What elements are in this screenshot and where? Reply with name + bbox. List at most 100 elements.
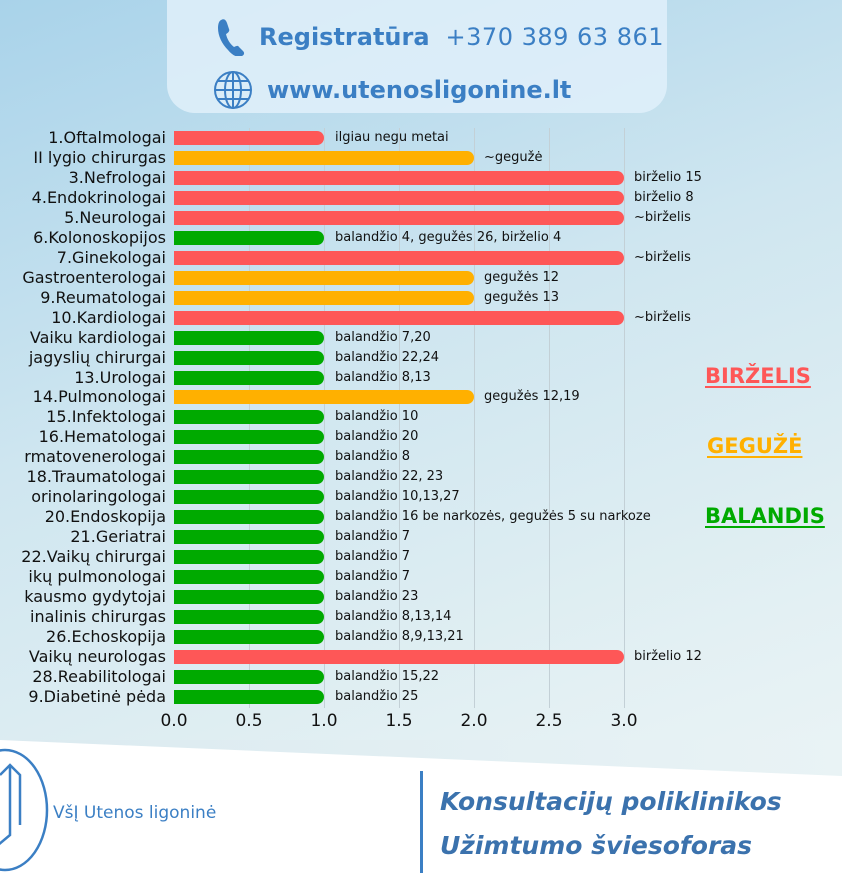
bar-annotation: ~birželis: [634, 249, 691, 265]
bar-annotation: ilgiau negu metai: [335, 130, 449, 145]
bar-annotation: balandžio 10: [335, 409, 419, 425]
category-label: 1.Oftalmologai: [48, 128, 166, 147]
category-label: jagyslių chirurgai: [28, 347, 166, 367]
x-tick-label: 0.0: [160, 711, 188, 731]
bar-annotation: balandžio 8: [335, 449, 411, 465]
gridline: [399, 128, 400, 708]
x-tick-label: 2.5: [535, 711, 563, 731]
gridline: [324, 128, 325, 708]
category-label: Vaiku kardiologai: [29, 327, 166, 347]
bar-annotation: balandžio 4, gegužės 26, birželio 4: [335, 229, 562, 245]
bar-annotation: balandžio 7,20: [335, 329, 431, 345]
category-label: 4.Endokrinologai: [31, 187, 166, 207]
bar: [174, 649, 624, 664]
bar-annotation: birželio 8: [634, 189, 694, 205]
category-label: 28.Reabilitologai: [32, 666, 166, 686]
bar: [174, 610, 324, 625]
category-label: orinolaringologai: [31, 487, 166, 507]
bar-annotation: balandžio 8,13: [335, 369, 431, 385]
bar: [174, 510, 324, 525]
category-label: 9.Reumatologai: [40, 287, 166, 307]
footer-title-line2: Užimtumo šviesoforas: [440, 831, 753, 860]
bar: [174, 310, 624, 325]
bar-annotation: ~birželis: [634, 309, 691, 325]
bar-annotation: balandžio 8,13,14: [335, 609, 452, 625]
category-label: 20.Endoskopija: [44, 507, 166, 527]
category-label: 15.Infektologai: [46, 407, 166, 427]
gridline: [474, 128, 475, 708]
bar-annotation: gegužės 13: [484, 289, 560, 305]
x-tick-label: 2.0: [460, 711, 488, 731]
category-label: 6.Kolonoskopijos: [33, 227, 166, 247]
bar-annotation: ~gegužė: [484, 149, 543, 165]
gridline: [549, 128, 550, 708]
category-label: rmatovenerologai: [24, 447, 166, 467]
bar: [174, 669, 324, 684]
bar-annotation: balandžio 22, 23: [335, 469, 444, 485]
category-label: 18.Traumatologai: [26, 467, 166, 487]
x-tick-label: 1.5: [385, 711, 413, 731]
bar: [174, 570, 324, 585]
category-label: Gastroenterologai: [22, 267, 166, 287]
bar-annotation: gegužės 12: [484, 269, 560, 285]
category-label: 7.Ginekologai: [56, 247, 166, 267]
registry-phone: Registratūra +370 389 63 861: [215, 18, 664, 56]
category-label: 21.Geriatrai: [70, 527, 166, 547]
category-label: 10.Kardiologai: [51, 307, 166, 327]
bar: [174, 430, 324, 445]
bar-annotation: balandžio 15,22: [335, 668, 440, 684]
bar-annotation: balandžio 8,9,13,21: [335, 629, 464, 644]
category-label: 14.Pulmonologai: [32, 387, 166, 407]
category-label: 5.Neurologai: [64, 207, 166, 227]
website-row: www.utenosligonine.lt: [213, 70, 571, 110]
category-label: 16.Hematologai: [38, 427, 166, 447]
bar: [174, 390, 474, 405]
hospital-logo-icon: [0, 748, 49, 872]
bar-annotation: balandžio 7: [335, 549, 411, 565]
x-tick-label: 1.0: [310, 711, 338, 731]
bar-annotation: balandžio 7: [335, 569, 411, 585]
category-label: 26.Echoskopija: [46, 627, 166, 646]
bar: [174, 590, 324, 605]
bar-annotation: gegužės 12,19: [484, 389, 580, 405]
x-tick-label: 3.0: [610, 711, 638, 731]
legend-item-birzelis: BIRŽELIS: [705, 364, 811, 388]
bar-annotation: balandžio 20: [335, 429, 419, 445]
bar-annotation: balandžio 25: [335, 688, 419, 704]
legend-item-balandis: BALANDIS: [705, 504, 825, 528]
footer-title-line1: Konsultacijų poliklinikos: [440, 787, 782, 816]
phone-icon: [218, 19, 245, 56]
bar: [174, 689, 324, 704]
bar-annotation: balandžio 10,13,27: [335, 489, 460, 505]
bar-annotation: birželio 15: [634, 169, 702, 185]
gridline: [624, 128, 625, 708]
bar-chart: 0.0 0.5 1.0 1.5 2.0 2.5 3.0 1.Oftalmologai ilgia…: [21, 128, 702, 731]
bar-annotation: birželio 12: [634, 648, 702, 664]
category-label: 22.Vaikų chirurgai: [21, 547, 166, 567]
bar: [174, 170, 624, 185]
bar: [174, 270, 474, 285]
bar: [174, 530, 324, 545]
category-label: kausmo gydytojai: [24, 587, 166, 607]
bar: [174, 290, 474, 305]
bar: [174, 370, 324, 385]
bar: [174, 150, 474, 165]
website-link[interactable]: www.utenosligonine.lt: [267, 76, 572, 104]
bar: [174, 190, 624, 205]
bar-annotation: balandžio 22,24: [335, 349, 440, 365]
bar: [174, 630, 324, 644]
bar: [174, 350, 324, 365]
globe-icon: [214, 71, 252, 109]
bar: [174, 230, 324, 245]
registry-label: Registratūra: [259, 23, 430, 51]
x-tick-label: 0.5: [235, 711, 263, 731]
bar-annotation: ~birželis: [634, 209, 691, 225]
category-label: II lygio chirurgas: [33, 147, 166, 167]
bar: [174, 330, 324, 345]
phone-number[interactable]: +370 389 63 861: [445, 23, 665, 51]
bar: [174, 490, 324, 505]
bar-annotation: balandžio 16 be narkozės, gegužės 5 su n…: [335, 509, 651, 525]
legend-item-geguze: GEGUŽĖ: [707, 434, 803, 458]
bar: [174, 550, 324, 565]
category-label: inalinis chirurgas: [30, 607, 166, 627]
